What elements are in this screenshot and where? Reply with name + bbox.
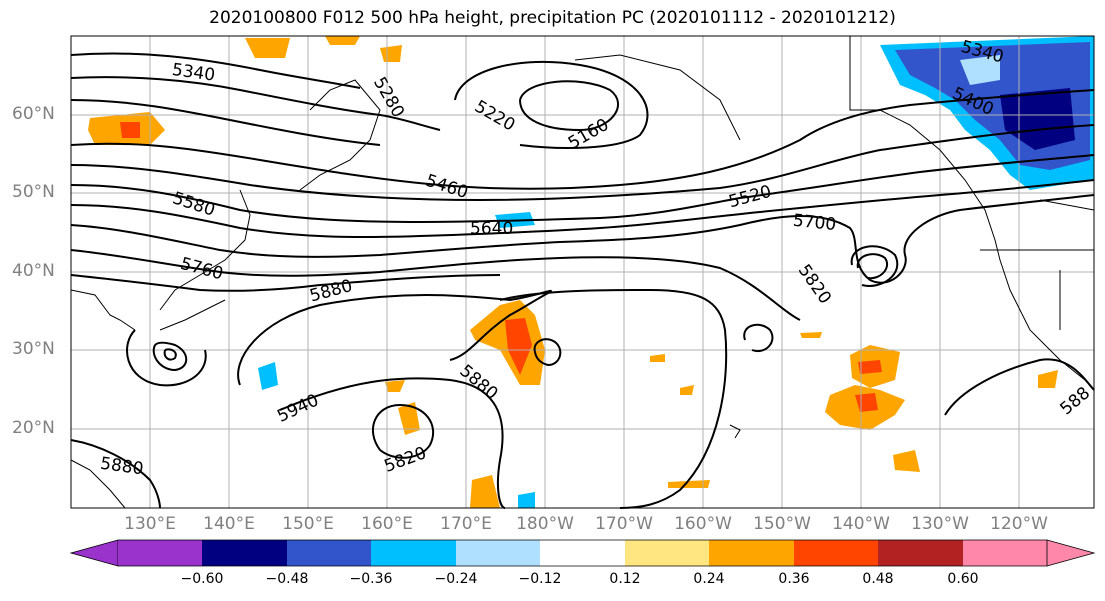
- colorbar-tick: −0.24: [434, 571, 478, 587]
- contour-label: 5640: [470, 219, 513, 239]
- map-frame: [70, 35, 1095, 509]
- lon-label: 120°W: [990, 514, 1048, 534]
- lon-label: 140°E: [203, 514, 255, 534]
- coastlines: [70, 36, 1095, 509]
- lon-label: 150°E: [282, 514, 334, 534]
- graticule: [71, 36, 1094, 508]
- lat-label: 60°N: [12, 104, 55, 124]
- colorbar-segment: [1046, 539, 1096, 567]
- colorbar-segment: [371, 540, 456, 566]
- page-title: 2020100800 F012 500 hPa height, precipit…: [209, 8, 896, 28]
- lon-label: 180°W: [516, 514, 574, 534]
- lon-label: 160°W: [674, 514, 732, 534]
- contour-label: 5700: [792, 211, 837, 235]
- lat-label: 30°N: [12, 339, 55, 359]
- colorbar-tick: 0.48: [862, 571, 894, 587]
- lon-label: 150°W: [753, 514, 811, 534]
- colorbar-segment: [456, 540, 540, 566]
- colorbar-segment: [963, 540, 1047, 566]
- height-contours: [70, 52, 1095, 509]
- lat-label: 40°N: [12, 261, 55, 281]
- colorbar-segment: [202, 540, 287, 566]
- lat-label: 20°N: [12, 418, 55, 438]
- lat-label: 50°N: [12, 182, 55, 202]
- lon-label: 140°W: [832, 514, 890, 534]
- colorbar-tick: 0.36: [778, 571, 810, 587]
- colorbar-segment: [878, 540, 963, 566]
- colorbar-tick: −0.60: [180, 571, 224, 587]
- colorbar-tick: 0.60: [947, 571, 979, 587]
- colorbar-segment: [540, 540, 625, 566]
- lon-label: 130°E: [124, 514, 176, 534]
- lon-label: 170°W: [595, 514, 653, 534]
- colorbar-segment: [69, 539, 119, 567]
- lon-label: 170°E: [440, 514, 492, 534]
- colorbar-tick: −0.36: [349, 571, 393, 587]
- colorbar-tick: −0.12: [518, 571, 562, 587]
- lon-label: 160°E: [361, 514, 413, 534]
- colorbar-segment: [287, 540, 371, 566]
- colorbar-tick: 0.12: [609, 571, 641, 587]
- colorbar-segment: [709, 540, 794, 566]
- precipitation-shading: [88, 36, 1094, 508]
- colorbar-tick: −0.48: [265, 571, 309, 587]
- lon-label: 130°W: [911, 514, 969, 534]
- colorbar-tick: 0.24: [693, 571, 725, 587]
- colorbar: [69, 539, 1096, 567]
- colorbar-segment: [625, 540, 709, 566]
- colorbar-segment: [794, 540, 878, 566]
- colorbar-segment: [118, 540, 202, 566]
